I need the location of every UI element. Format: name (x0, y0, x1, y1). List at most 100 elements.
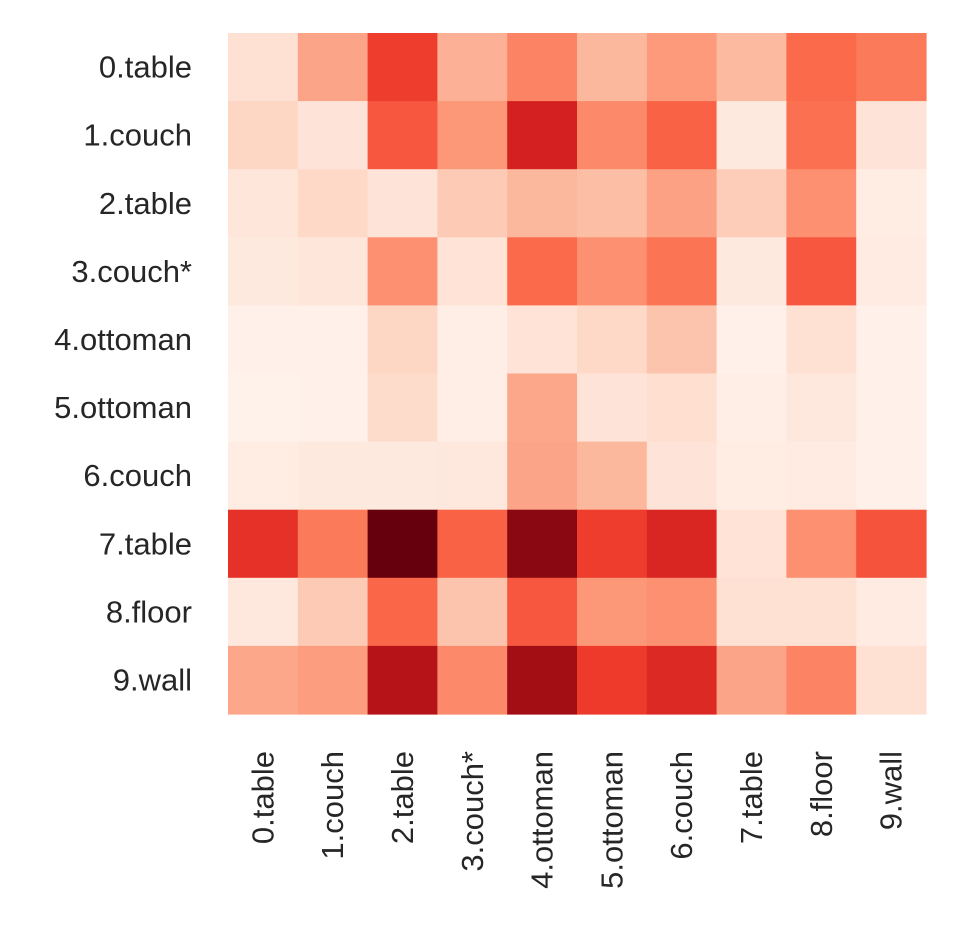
heatmap-cell-r2-c5 (577, 169, 648, 238)
x-tick-label: 3.couch* (455, 751, 490, 872)
heatmap-cell-r0-c1 (297, 33, 369, 102)
heatmap-cell-r0-c3 (437, 33, 508, 102)
heatmap-cell-r2-c7 (716, 169, 787, 238)
heatmap-cell-r0-c2 (367, 33, 438, 102)
heatmap-cell-r5-c5 (577, 373, 648, 443)
x-tick-label: 0.table (245, 751, 280, 844)
heatmap-cell-r3-c9 (856, 237, 927, 306)
x-tick-label: 6.couch (664, 751, 699, 860)
y-tick-label: 0.table (99, 50, 192, 85)
heatmap-cell-r5-c7 (716, 373, 787, 443)
heatmap-cell-r7-c1 (297, 509, 369, 579)
heatmap-cell-r7-c2 (367, 509, 438, 579)
heatmap-cell-r6-c7 (716, 441, 787, 511)
heatmap-cell-r7-c8 (786, 509, 857, 579)
heatmap-cell-r2-c3 (437, 169, 508, 238)
heatmap-cell-r1-c9 (856, 101, 927, 170)
heatmap-cell-r6-c9 (856, 441, 927, 511)
y-tick-label: 7.table (99, 526, 192, 561)
heatmap-cell-r5-c3 (437, 373, 508, 443)
heatmap-cell-r4-c5 (577, 305, 648, 375)
x-tick-label: 9.wall (874, 751, 909, 830)
heatmap-cell-r1-c2 (367, 101, 438, 170)
heatmap-cell-r4-c8 (786, 305, 857, 375)
y-tick-label: 2.table (99, 186, 192, 221)
heatmap-cell-r6-c4 (507, 441, 578, 511)
heatmap-cell-r9-c3 (437, 645, 508, 715)
heatmap-cell-r9-c5 (577, 645, 648, 715)
heatmap-cell-r3-c4 (507, 237, 578, 306)
heatmap-cell-r6-c0 (228, 441, 299, 511)
heatmap-cell-r3-c3 (437, 237, 508, 306)
x-tick-label: 7.table (734, 751, 769, 844)
heatmap-cell-r2-c0 (228, 169, 299, 238)
heatmap-cell-r7-c7 (716, 509, 787, 579)
heatmap-cell-r2-c4 (507, 169, 578, 238)
heatmap-cell-r8-c9 (856, 577, 927, 647)
heatmap-cell-r9-c0 (228, 645, 299, 715)
x-tick-label: 1.couch (315, 751, 350, 860)
heatmap-cell-r5-c8 (786, 373, 857, 443)
heatmap-cell-r0-c5 (577, 33, 648, 102)
heatmap-cell-r4-c1 (297, 305, 369, 375)
heatmap-cell-r8-c4 (507, 577, 578, 647)
heatmap-cell-r9-c2 (367, 645, 438, 715)
x-tick-label: 8.floor (804, 751, 839, 837)
heatmap-cell-r4-c3 (437, 305, 508, 375)
heatmap-cell-r7-c3 (437, 509, 508, 579)
heatmap-cell-r8-c8 (786, 577, 857, 647)
x-tick-label: 5.ottoman (594, 751, 629, 889)
heatmap-cell-r5-c4 (507, 373, 578, 443)
heatmap-cell-r1-c0 (228, 101, 299, 170)
heatmap-cell-r1-c1 (297, 101, 369, 170)
heatmap-cell-r9-c6 (646, 645, 718, 715)
heatmap-cell-r6-c1 (297, 441, 369, 511)
heatmap-cell-r3-c7 (716, 237, 787, 306)
heatmap-cell-r7-c6 (646, 509, 718, 579)
heatmap-cell-r1-c3 (437, 101, 508, 170)
heatmap-cell-r1-c5 (577, 101, 648, 170)
x-tick-label: 2.table (385, 751, 420, 844)
heatmap-cell-r4-c9 (856, 305, 927, 375)
heatmap-cell-r0-c7 (716, 33, 787, 102)
heatmap-cell-r1-c4 (507, 101, 578, 170)
heatmap-cell-r6-c2 (367, 441, 438, 511)
heatmap-cell-r9-c1 (297, 645, 369, 715)
heatmap-cell-r3-c1 (297, 237, 369, 306)
y-tick-labels: 0.table 1.couch 2.table 3.couch* 4.ottoman 5.… (54, 50, 192, 698)
heatmap-cell-r7-c0 (228, 509, 299, 579)
heatmap-cell-r5-c6 (646, 373, 718, 443)
heatmap-cell-r1-c6 (646, 101, 718, 170)
heatmap-cell-r9-c8 (786, 645, 857, 715)
heatmap-cell-r5-c0 (228, 373, 299, 443)
heatmap-cell-r5-c1 (297, 373, 369, 443)
heatmap-cell-r3-c6 (646, 237, 718, 306)
x-tick-label: 4.ottoman (525, 751, 560, 889)
heatmap-cell-r8-c0 (228, 577, 299, 647)
heatmap-cell-r2-c9 (856, 169, 927, 238)
heatmap-cell-r0-c4 (507, 33, 578, 102)
heatmap-cell-r0-c0 (228, 33, 299, 102)
heatmap-cell-r0-c9 (856, 33, 927, 102)
heatmap-cell-r9-c4 (507, 645, 578, 715)
heatmap-cell-r2-c6 (646, 169, 718, 238)
heatmap-cell-r6-c3 (437, 441, 508, 511)
heatmap-cell-r3-c2 (367, 237, 438, 306)
heatmap-cell-r0-c6 (646, 33, 718, 102)
heatmap-cell-r8-c1 (297, 577, 369, 647)
heatmap-cell-r8-c7 (716, 577, 787, 647)
heatmap-cell-r9-c7 (716, 645, 787, 715)
heatmap-cell-r2-c8 (786, 169, 857, 238)
y-tick-label: 8.floor (106, 594, 192, 629)
heatmap-cell-r8-c6 (646, 577, 718, 647)
heatmap-cell-r4-c7 (716, 305, 787, 375)
heatmap-cell-r8-c2 (367, 577, 438, 647)
heatmap-cell-r5-c2 (367, 373, 438, 443)
y-tick-label: 6.couch (83, 458, 192, 493)
heatmap-cell-r4-c0 (228, 305, 299, 375)
x-tick-labels: 0.table 1.couch 2.table 3.couch* 4.ottoman 5.… (245, 751, 908, 889)
heatmap-cell-r9-c9 (856, 645, 927, 715)
heatmap-cells (228, 33, 927, 715)
y-tick-label: 5.ottoman (54, 390, 192, 425)
